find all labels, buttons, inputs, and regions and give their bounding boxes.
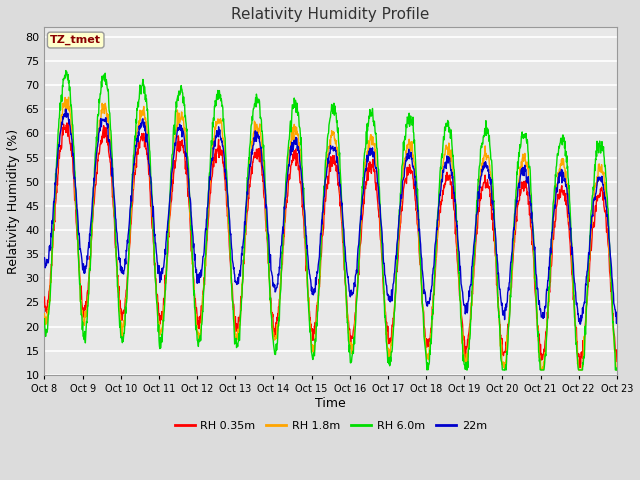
X-axis label: Time: Time bbox=[316, 396, 346, 409]
Y-axis label: Relativity Humidity (%): Relativity Humidity (%) bbox=[7, 129, 20, 274]
Text: TZ_tmet: TZ_tmet bbox=[50, 35, 101, 45]
Legend: RH 0.35m, RH 1.8m, RH 6.0m, 22m: RH 0.35m, RH 1.8m, RH 6.0m, 22m bbox=[170, 416, 492, 435]
Title: Relativity Humidity Profile: Relativity Humidity Profile bbox=[232, 7, 430, 22]
